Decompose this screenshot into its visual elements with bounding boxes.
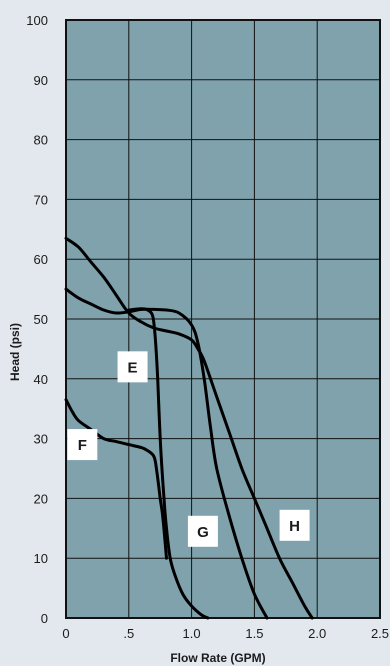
y-tick-label-9: 90	[34, 73, 48, 88]
y-tick-label-0: 0	[41, 611, 48, 626]
curve-label-h: H	[289, 518, 300, 535]
curve-label-box-f	[67, 429, 98, 461]
y-tick-label-3: 30	[34, 432, 48, 447]
curves	[64, 236, 314, 620]
x-tick-label-0: 0	[62, 626, 69, 641]
y-tick-label-2: 20	[34, 491, 48, 506]
curve-label-f: F	[78, 437, 87, 454]
tick-labels: 0 10 20 30 40 50 60 70 80 90 100 0 .5 1.0 1.5 2.0 2.5	[26, 13, 389, 641]
y-tick-label-8: 80	[34, 133, 48, 148]
y-tick-label-7: 70	[34, 192, 48, 207]
x-tick-label-1: .5	[123, 626, 134, 641]
x-tick-label-3: 1.5	[245, 626, 263, 641]
curve-label-box-g	[187, 515, 218, 547]
x-tick-label-4: 2.0	[308, 626, 326, 641]
curve-label-box-e	[117, 351, 148, 383]
y-tick-label-6: 60	[34, 252, 48, 267]
curve-label-e: E	[128, 359, 138, 376]
y-axis-title: Head (psi)	[8, 323, 22, 381]
y-tick-label-4: 40	[34, 372, 48, 387]
y-tick-label-10: 100	[26, 13, 48, 28]
curve-f	[64, 398, 168, 560]
x-tick-label-5: 2.5	[371, 626, 389, 641]
curve-h	[64, 236, 314, 620]
curve-label-box-h	[279, 509, 310, 541]
x-tick-label-2: 1.0	[183, 626, 201, 641]
curve-g	[64, 287, 269, 620]
x-axis-title: Flow Rate (GPM)	[170, 651, 265, 665]
curve-labels: E F G H	[67, 351, 310, 547]
y-tick-label-5: 50	[34, 312, 48, 327]
y-tick-label-1: 10	[34, 551, 48, 566]
curve-e	[127, 307, 210, 620]
curve-label-g: G	[197, 524, 209, 541]
